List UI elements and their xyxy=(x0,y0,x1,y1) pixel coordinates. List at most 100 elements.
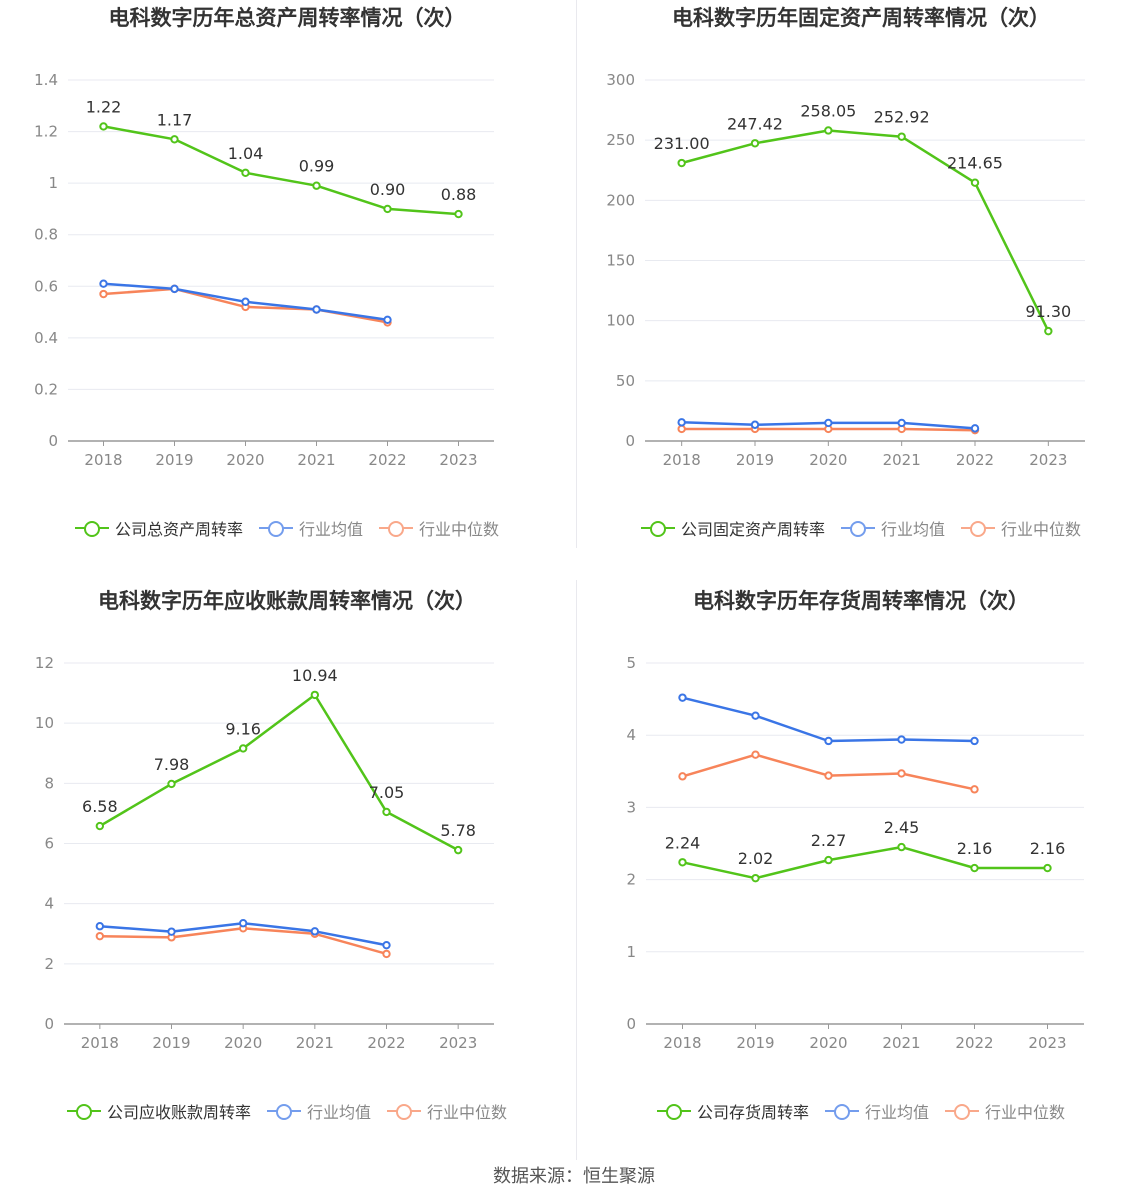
chart-panel-total-asset-turnover: 电科数字历年总资产周转率情况（次） 0 0.2 0.4 0.6 0.8 1 1.2 1.4 20… xyxy=(0,0,574,583)
legend-item-industry-average[interactable]: 行业均值 xyxy=(824,1099,929,1123)
legend-item-industry-median[interactable]: 行业中位数 xyxy=(387,1099,507,1123)
data-source-note: 数据来源：恒生聚源 xyxy=(493,1166,655,1187)
chart-title: 电科数字历年总资产周转率情况（次） xyxy=(108,6,466,30)
y-tick-label: 10 xyxy=(35,714,54,732)
data-point-company xyxy=(750,139,760,148)
x-tick-label: 2021 xyxy=(883,451,921,469)
data-label: 2.45 xyxy=(884,818,920,837)
data-point-avg xyxy=(897,418,906,428)
legend-label: 公司固定资产周转率 xyxy=(680,520,825,539)
data-point-avg xyxy=(751,711,760,720)
x-tick-label: 2019 xyxy=(736,451,774,469)
data-point-company xyxy=(453,845,463,855)
legend-item-industry-average[interactable]: 行业均值 xyxy=(840,516,945,540)
y-tick-label: 0 xyxy=(625,432,635,450)
x-tick-label: 2023 xyxy=(1028,1034,1066,1052)
legend-median-marker-icon xyxy=(379,518,413,538)
legend-label: 行业均值 xyxy=(306,1103,371,1122)
legend-label: 行业均值 xyxy=(298,520,363,539)
legend-label: 行业均值 xyxy=(880,520,945,539)
data-label: 9.16 xyxy=(225,719,261,738)
series-company: 1.22 1.17 1.04 0.99 0.90 0.88 xyxy=(86,97,476,219)
data-point-company xyxy=(1044,326,1053,336)
data-label: 247.42 xyxy=(727,114,783,133)
series-line-company xyxy=(682,845,1048,880)
data-label: 7.05 xyxy=(369,783,405,802)
data-point-company xyxy=(970,863,979,873)
data-point-company xyxy=(238,744,248,753)
legend-company-marker-icon xyxy=(656,1101,691,1121)
data-label: 5.78 xyxy=(440,821,476,840)
gridlines xyxy=(68,79,494,390)
data-point-company xyxy=(677,158,686,168)
data-point-avg xyxy=(677,418,686,427)
data-point-median xyxy=(824,771,833,780)
x-tick-label: 2023 xyxy=(439,451,477,469)
chart-legend: 公司固定资产周转率 行业均值 行业中位数 xyxy=(574,516,1148,540)
y-tick-label: 300 xyxy=(606,71,635,89)
x-tick-label: 2019 xyxy=(152,1034,190,1052)
axes: 0 50 100 150 200 250 300 2018 2019 2020 2021 2022 20… xyxy=(606,71,1085,469)
y-tick-label: 2 xyxy=(626,871,636,889)
y-tick-label: 4 xyxy=(44,895,54,913)
data-point-company xyxy=(310,690,320,700)
axes: 0 0.2 0.4 0.6 0.8 1 1.2 1.4 2018 2019 2020 2021 2022… xyxy=(34,71,494,469)
x-tick-label: 2018 xyxy=(84,451,122,469)
data-point-avg xyxy=(750,420,760,429)
legend-item-company[interactable]: 公司固定资产周转率 xyxy=(640,516,825,540)
legend-item-industry-median[interactable]: 行业中位数 xyxy=(379,516,499,540)
y-tick-label: 0 xyxy=(48,432,58,450)
x-tick-label: 2023 xyxy=(439,1034,477,1052)
legend-label: 公司应收账款周转率 xyxy=(106,1103,251,1122)
x-tick-label: 2021 xyxy=(882,1034,920,1052)
data-point-avg xyxy=(310,927,320,936)
y-tick-label: 150 xyxy=(606,252,635,270)
legend-median-marker-icon xyxy=(387,1101,421,1121)
data-point-company xyxy=(678,858,687,867)
legend-item-industry-average[interactable]: 行业均值 xyxy=(266,1099,371,1123)
chart-legend: 公司应收账款周转率 行业均值 行业中位数 xyxy=(0,1099,574,1123)
y-tick-label: 4 xyxy=(626,726,636,744)
panel-divider-top xyxy=(576,0,577,548)
y-tick-label: 1.4 xyxy=(34,71,58,89)
series-company: 2.24 2.02 2.27 2.45 2.16 2.16 xyxy=(665,818,1066,883)
series-company: 231.00 247.42 258.05 252.92 214.65 91.30 xyxy=(654,101,1071,336)
legend-item-industry-median[interactable]: 行业中位数 xyxy=(945,1099,1065,1123)
legend-item-industry-average[interactable]: 行业均值 xyxy=(258,516,363,540)
legend-item-industry-median[interactable]: 行业中位数 xyxy=(961,516,1081,540)
series-avg xyxy=(99,279,392,325)
legend-item-company[interactable]: 公司应收账款周转率 xyxy=(66,1099,251,1123)
legend-average-marker-icon xyxy=(840,518,875,538)
data-point-company xyxy=(454,209,463,219)
data-label: 1.17 xyxy=(157,110,193,129)
data-label: 2.02 xyxy=(738,849,774,868)
chart-title: 电科数字历年固定资产周转率情况（次） xyxy=(672,6,1050,30)
legend-average-marker-icon xyxy=(258,518,293,538)
x-tick-label: 2018 xyxy=(663,1034,701,1052)
legend-label: 公司总资产周转率 xyxy=(114,520,243,539)
data-label: 2.27 xyxy=(811,831,847,850)
legend-item-company[interactable]: 公司存货周转率 xyxy=(656,1099,809,1123)
legend-company-marker-icon xyxy=(640,518,675,538)
data-point-company xyxy=(970,178,980,187)
series-avg xyxy=(677,418,980,433)
data-point-avg xyxy=(824,736,833,746)
y-tick-label: 0 xyxy=(44,1015,54,1033)
data-point-company xyxy=(897,132,906,141)
legend-label: 行业中位数 xyxy=(419,520,500,539)
legend-item-company[interactable]: 公司总资产周转率 xyxy=(74,516,243,540)
legend-label: 行业均值 xyxy=(864,1103,929,1122)
data-label: 2.24 xyxy=(665,833,701,852)
data-label: 2.16 xyxy=(1030,839,1066,858)
data-point-company xyxy=(824,855,833,865)
x-tick-label: 2020 xyxy=(809,1034,847,1052)
y-tick-label: 8 xyxy=(44,774,54,792)
gridlines xyxy=(645,79,1085,382)
data-point-median xyxy=(99,289,108,299)
data-point-avg xyxy=(824,418,833,428)
data-point-avg xyxy=(241,297,250,306)
data-point-company xyxy=(99,122,108,131)
data-point-avg xyxy=(312,305,321,314)
chart-title: 电科数字历年应收账款周转率情况（次） xyxy=(98,589,476,613)
